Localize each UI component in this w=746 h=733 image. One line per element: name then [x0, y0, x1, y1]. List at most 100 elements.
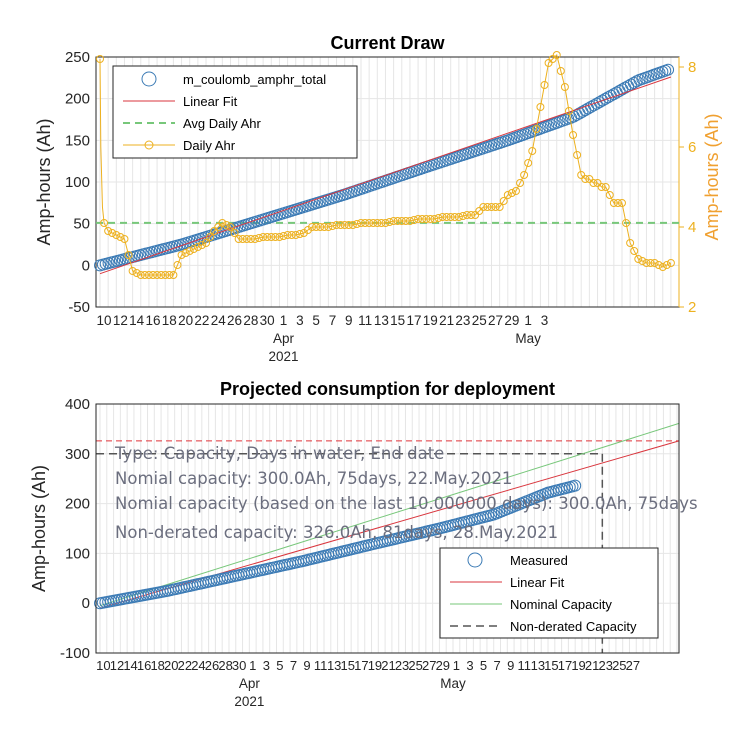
legend-marker — [467, 552, 483, 568]
series-point-daily-ahr — [430, 215, 439, 223]
x-tick-label: 1 — [249, 658, 256, 673]
x-tick-label: 21 — [439, 313, 454, 328]
series-point-daily-ahr — [96, 55, 104, 63]
legend-marker — [141, 71, 157, 87]
series-point-daily-ahr — [246, 235, 255, 243]
x-tick-label: 1 — [524, 313, 532, 328]
series-point-daily-ahr — [214, 223, 223, 231]
y-right-tick-label: 2 — [688, 299, 696, 316]
series-point-daily-ahr — [405, 217, 414, 225]
x-tick-label: 20 — [178, 313, 193, 328]
legend-box — [439, 547, 659, 639]
series-point-daily-ahr — [389, 217, 398, 225]
y-axis-label: Amp-hours (Ah) — [34, 118, 54, 245]
series-point-daily-ahr — [100, 219, 109, 227]
series-point-daily-ahr — [340, 221, 349, 229]
series-point-daily-ahr — [377, 219, 386, 227]
year-label: 2021 — [234, 694, 264, 709]
series-point-measured — [569, 479, 582, 492]
series-point-daily-ahr — [503, 191, 512, 199]
x-tick-label: 24 — [191, 658, 205, 673]
y-tick-label: 400 — [65, 396, 90, 413]
x-tick-label: 25 — [472, 313, 487, 328]
series-line-linear-fit — [99, 76, 672, 275]
series-point-daily-ahr — [356, 219, 365, 227]
x-tick-label: 13 — [327, 658, 341, 673]
month-label: Apr — [239, 676, 261, 691]
series-point-daily-ahr — [564, 107, 573, 115]
series-point-daily-ahr — [556, 67, 565, 75]
series-point-daily-ahr — [385, 218, 394, 226]
series-point-daily-ahr — [320, 223, 329, 231]
x-tick-label: 17 — [558, 658, 572, 673]
series-point-daily-ahr — [279, 232, 288, 240]
series-point-daily-ahr — [108, 229, 117, 237]
series-point-daily-ahr — [638, 257, 647, 265]
x-tick-label: 11 — [518, 658, 532, 673]
axes-frame — [95, 403, 680, 654]
x-tick-label: 22 — [178, 658, 192, 673]
y-right-axis-label: Amp-hours (Ah) — [702, 113, 722, 240]
x-tick-label: 3 — [541, 313, 549, 328]
series-point-daily-ahr — [454, 213, 463, 221]
series-point-daily-ahr — [573, 151, 582, 159]
x-tick-label: 19 — [368, 658, 382, 673]
x-tick-label: 7 — [290, 658, 297, 673]
x-tick-label: 20 — [164, 658, 178, 673]
legend-marker — [144, 140, 154, 150]
x-tick-label: 21 — [585, 658, 599, 673]
series-point-daily-ahr — [581, 175, 590, 183]
series-point-daily-ahr — [609, 199, 618, 207]
series-point-daily-ahr — [511, 187, 520, 195]
series-point-daily-ahr — [601, 183, 610, 191]
series-point-daily-ahr — [483, 203, 492, 211]
series-point-daily-ahr — [401, 217, 410, 225]
x-tick-label: 11 — [314, 658, 328, 673]
series-point-daily-ahr — [434, 214, 443, 222]
y-tick-label: 100 — [65, 545, 90, 562]
series-point-daily-ahr — [577, 171, 586, 179]
y-right-tick-label: 4 — [688, 219, 696, 236]
series-point-daily-ahr — [622, 219, 631, 227]
series-point-daily-ahr — [202, 239, 211, 247]
x-tick-label: 13 — [531, 658, 545, 673]
legend-label: Nominal Capacity — [510, 597, 612, 612]
series-point-daily-ahr — [516, 179, 525, 187]
y-tick-label: 250 — [65, 49, 90, 66]
series-point-daily-ahr — [528, 147, 537, 155]
series-point-daily-ahr — [626, 239, 635, 247]
series-point-daily-ahr — [165, 271, 174, 279]
x-tick-label: 13 — [374, 313, 389, 328]
series-point-daily-ahr — [206, 233, 215, 241]
series-point-daily-ahr — [157, 271, 166, 279]
series-point-daily-ahr — [275, 233, 284, 241]
series-point-daily-ahr — [153, 271, 162, 279]
legend-label: m_coulomb_amphr_total — [183, 72, 326, 87]
x-tick-label: 5 — [480, 658, 487, 673]
series-point-daily-ahr — [536, 103, 545, 111]
series-point-daily-ahr — [369, 219, 378, 227]
annotation-text: Nomial capacity (based on the last 10.00… — [115, 494, 698, 513]
annotation-text: Type: Capacity, Days in water, End date — [114, 444, 444, 463]
series-point-daily-ahr — [646, 259, 655, 267]
x-tick-label: 19 — [423, 313, 438, 328]
series-point-daily-ahr — [410, 216, 419, 224]
series-point-daily-ahr — [499, 197, 508, 205]
x-tick-label: 29 — [436, 658, 450, 673]
series-point-daily-ahr — [234, 235, 243, 243]
annotation-text: Non-derated capacity: 326.0Ah, 81days, 2… — [115, 523, 558, 542]
series-point-daily-ahr — [397, 217, 406, 225]
series-point-daily-ahr — [654, 261, 663, 269]
month-label: May — [515, 331, 541, 346]
chart-title: Projected consumption for deployment — [220, 379, 555, 399]
series-point-daily-ahr — [271, 233, 280, 241]
series-point-daily-ahr — [222, 221, 231, 229]
y-right-tick-label: 8 — [688, 59, 696, 76]
x-tick-label: 28 — [243, 313, 258, 328]
x-tick-label: 3 — [263, 658, 270, 673]
series-point-daily-ahr — [589, 179, 598, 187]
legend-label: Daily Ahr — [183, 138, 236, 153]
series-line-nominal-capacity — [99, 422, 680, 607]
x-tick-label: 16 — [145, 313, 160, 328]
